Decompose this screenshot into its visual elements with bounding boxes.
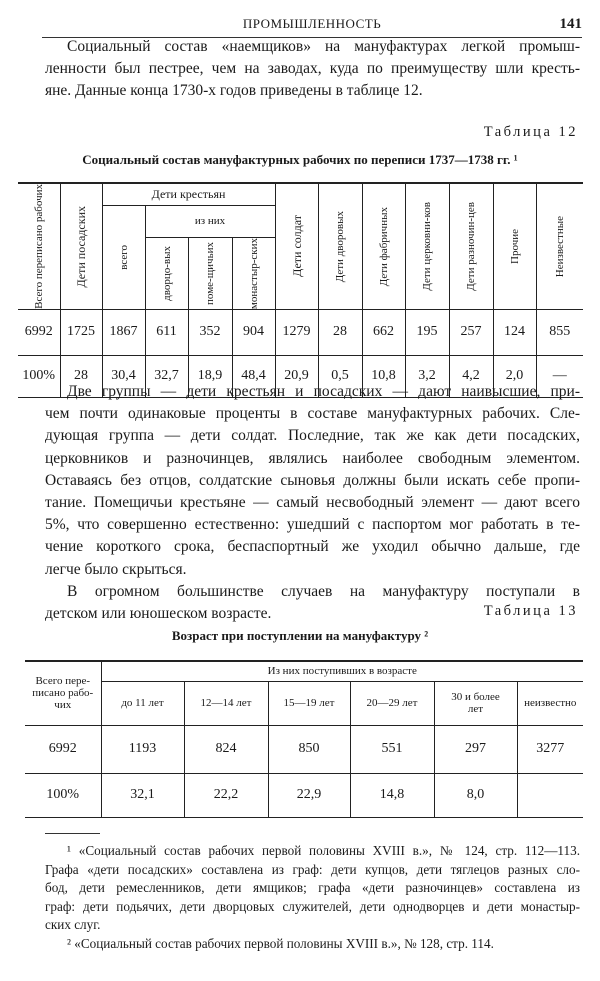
col-header-peasants: Дети крестьян — [101, 182, 276, 206]
text-line: чение короткого срока, беспаспортный же … — [45, 538, 580, 556]
cell: 662 — [361, 308, 406, 356]
col-header-age: до 11 лет — [101, 680, 185, 726]
text-line: Оставаясь без отцов, солдатские сыновья … — [45, 471, 580, 489]
col-header-age: 15—19 лет — [267, 680, 351, 726]
cell: 48,4 — [231, 354, 276, 398]
cell: 100% — [25, 772, 102, 818]
col-header-age: 20—29 лет — [349, 680, 435, 726]
text-line: церковников и разночинцев, являлись наиб… — [45, 449, 580, 467]
col-header-prochie: Прочие — [492, 181, 537, 310]
cell: 124 — [492, 308, 537, 356]
text-line: дующая группа — дети солдат. Последние, … — [45, 427, 580, 445]
cell: 100% — [18, 354, 61, 398]
cell: 32,1 — [100, 772, 185, 818]
footnote-line: ² «Социальный состав рабочих первой поло… — [67, 935, 494, 951]
cell: 1725 — [59, 308, 103, 356]
cell: — — [535, 354, 584, 398]
table-row: 6992 1193 824 850 551 297 3277 — [25, 724, 583, 774]
table-12-title: Социальный состав мануфактурных рабочих … — [82, 152, 518, 167]
cell: 28 — [317, 308, 363, 356]
footnotes: ¹ «Социальный состав рабочих первой поло… — [45, 842, 580, 953]
col-header-fabrichnykh: Дети фабричных — [361, 181, 406, 310]
paragraph-2: Две группы — дети крестьян и посадских —… — [45, 381, 580, 625]
table-row: 100% 32,1 22,2 22,9 14,8 8,0 — [25, 772, 583, 818]
cell: 1867 — [101, 308, 146, 356]
cell: 2,0 — [492, 354, 537, 398]
footnote-line: бод, дети ремесленников, дети ямщиков; г… — [45, 880, 580, 895]
col-header-of-them: из них — [144, 204, 276, 238]
col-header-age: неизвестно — [516, 680, 583, 726]
paragraph-1: Социальный состав «наемщиков» на мануфак… — [45, 36, 580, 103]
cell: 904 — [231, 308, 276, 356]
cell — [516, 772, 583, 818]
cell: 3277 — [516, 724, 583, 774]
cell: 6992 — [18, 308, 61, 356]
table-row: 6992 1725 1867 611 352 904 1279 28 662 1… — [18, 308, 584, 356]
col-header-tserkovnikov: Дети церковни-ков — [404, 181, 450, 310]
col-header-soldat: Дети солдат — [274, 181, 319, 310]
text-line: детском или юношеском возрасте. — [45, 604, 272, 622]
cell: 22,2 — [183, 772, 269, 818]
cell: 8,0 — [433, 772, 518, 818]
col-header-age: 12—14 лет — [183, 680, 269, 726]
table-row: 100% 28 30,4 32,7 18,9 48,4 20,9 0,5 10,… — [18, 354, 584, 398]
col-header-posad: Дети посадских — [59, 181, 103, 310]
table-13-title: Возраст при поступлении на мануфактуру ² — [171, 628, 429, 643]
text-line: Две группы — дети крестьян и посадских —… — [67, 383, 580, 400]
footnote-line: ских слуг. — [45, 917, 101, 932]
cell: 195 — [404, 308, 450, 356]
col-header-dvorovykh: Дети дворовых — [317, 181, 363, 310]
cell: 6992 — [25, 724, 102, 774]
cell: 297 — [433, 724, 518, 774]
col-header-age: 30 и более лет — [433, 680, 518, 726]
footnote-line: граф: дети подьячих, дети дворцовых служ… — [45, 898, 580, 914]
cell: 611 — [144, 308, 189, 356]
cell: 855 — [535, 308, 584, 356]
cell: 352 — [187, 308, 233, 356]
cell: 10,8 — [361, 354, 406, 398]
col-header-group: Из них поступивших в возрасте — [100, 660, 583, 682]
running-header: ПРОМЫШЛЕННОСТЬ 141 — [42, 16, 582, 34]
text-line: ленности был пестрее, чем на заводах, ку… — [45, 60, 580, 78]
col-header-total: Всего пере-писано рабо-чих — [25, 660, 102, 726]
text-line: легче было скрыться. — [45, 560, 187, 578]
text-line: Социальный состав «наемщиков» на мануфак… — [67, 38, 580, 55]
col-header-raznochintsev: Дети разночин-цев — [448, 181, 494, 310]
col-header-neizvestnye: Неизвестные — [535, 181, 584, 310]
table-12-label: Таблица 12 — [483, 124, 578, 140]
table-13: Всего пере-писано рабо-чих Из них поступ… — [25, 660, 583, 818]
cell: 0,5 — [317, 354, 363, 398]
footnote-rule — [45, 833, 100, 834]
col-header-pomeshchichyikh: поме-щичьих — [187, 236, 233, 310]
cell: 3,2 — [404, 354, 450, 398]
text-line: чем почти одинаковые проценты в составе … — [45, 405, 580, 423]
col-header-total: Всего переписано рабочих — [18, 181, 61, 310]
cell: 14,8 — [349, 772, 435, 818]
table-13-label: Таблица 13 — [483, 603, 578, 619]
cell: 1193 — [100, 724, 185, 774]
col-header-monastyrskikh: монастыр-ских — [231, 236, 276, 310]
cell: 257 — [448, 308, 494, 356]
page-number: 141 — [559, 16, 583, 32]
cell: 28 — [59, 354, 103, 398]
text-line: тание. Помещичьи крестьяне — самый несво… — [45, 493, 580, 511]
text-line: яне. Данные конца 1730-х годов приведены… — [45, 82, 423, 100]
col-header-vsego: всего — [102, 204, 146, 310]
cell: 22,9 — [267, 772, 351, 818]
table-12: Всего переписано рабочих Дети посадских … — [18, 181, 584, 398]
text-line: В огромном большинстве случаев на мануфа… — [67, 582, 580, 600]
cell: 551 — [349, 724, 435, 774]
col-header-dvortsovykh: дворцо-вых — [145, 236, 189, 310]
cell: 20,9 — [274, 354, 319, 398]
footnote-line: ¹ «Социальный состав рабочих первой поло… — [67, 843, 580, 858]
text-line: 5%, что совершенно естественно: ушедший … — [45, 516, 580, 534]
cell: 1279 — [274, 308, 319, 356]
cell: 850 — [267, 724, 351, 774]
footnote-line: Графа «дети посадских» составлена из гра… — [45, 861, 580, 877]
cell: 824 — [183, 724, 269, 774]
header-rule — [42, 37, 582, 38]
running-title: ПРОМЫШЛЕННОСТЬ — [242, 16, 382, 31]
cell: 32,7 — [144, 354, 189, 398]
